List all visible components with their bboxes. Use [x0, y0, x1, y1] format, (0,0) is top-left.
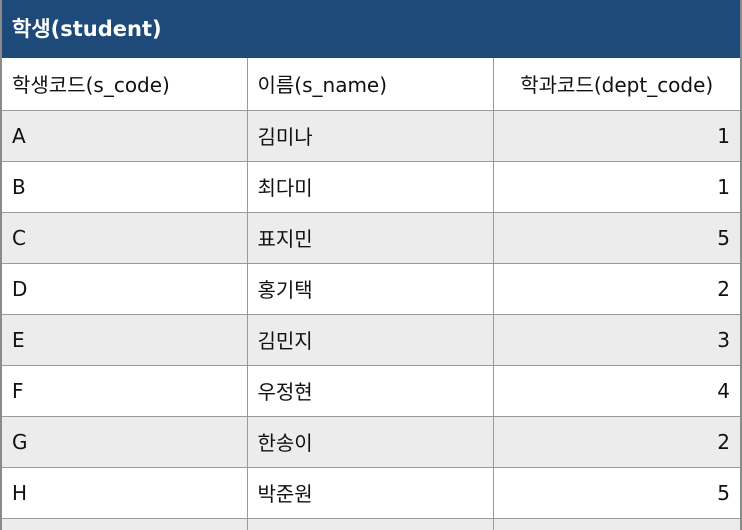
cell-s-name: 김미나: [246, 109, 494, 162]
cell-s-code: H: [2, 466, 248, 519]
cell-s-code: G: [2, 415, 248, 468]
cell-s-name: 홍기택: [246, 262, 494, 315]
cell-dept-code: 1: [492, 160, 740, 213]
cell-empty: [492, 517, 740, 530]
cell-dept-code: 5: [492, 211, 740, 264]
cell-s-name: 표지민: [246, 211, 494, 264]
header-row: 학생코드(s_code) 이름(s_name) 학과코드(dept_code): [2, 58, 740, 111]
cell-dept-code: 5: [492, 466, 740, 519]
cell-s-code: A: [2, 109, 248, 162]
table-row: B 최다미 1: [2, 160, 740, 213]
cell-s-code: F: [2, 364, 248, 417]
table-row: G 한송이 2: [2, 415, 740, 468]
table-row: E 김민지 3: [2, 313, 740, 366]
cell-s-code: C: [2, 211, 248, 264]
table-row: H 박준원 5: [2, 466, 740, 519]
table-row: A 김미나 1: [2, 109, 740, 162]
cell-dept-code: 2: [492, 415, 740, 468]
cell-s-code: D: [2, 262, 248, 315]
table-row: D 홍기택 2: [2, 262, 740, 315]
cell-dept-code: 2: [492, 262, 740, 315]
cell-s-code: E: [2, 313, 248, 366]
cell-s-name: 박준원: [246, 466, 494, 519]
cell-dept-code: 1: [492, 109, 740, 162]
cell-empty: [246, 517, 494, 530]
cell-s-code: B: [2, 160, 248, 213]
table-row: C 표지민 5: [2, 211, 740, 264]
table-row: F 우정현 4: [2, 364, 740, 417]
cell-empty: [2, 517, 248, 530]
cell-dept-code: 4: [492, 364, 740, 417]
cell-s-name: 우정현: [246, 364, 494, 417]
column-header-s-name: 이름(s_name): [246, 58, 494, 111]
table-title: 학생(student): [2, 0, 740, 58]
student-data-grid: 학생코드(s_code) 이름(s_name) 학과코드(dept_code) …: [2, 58, 740, 530]
table-row-partial: [2, 517, 740, 530]
cell-s-name: 한송이: [246, 415, 494, 468]
cell-s-name: 최다미: [246, 160, 494, 213]
cell-s-name: 김민지: [246, 313, 494, 366]
column-header-s-code: 학생코드(s_code): [2, 58, 248, 111]
column-header-dept-code: 학과코드(dept_code): [492, 58, 740, 111]
cell-dept-code: 3: [492, 313, 740, 366]
